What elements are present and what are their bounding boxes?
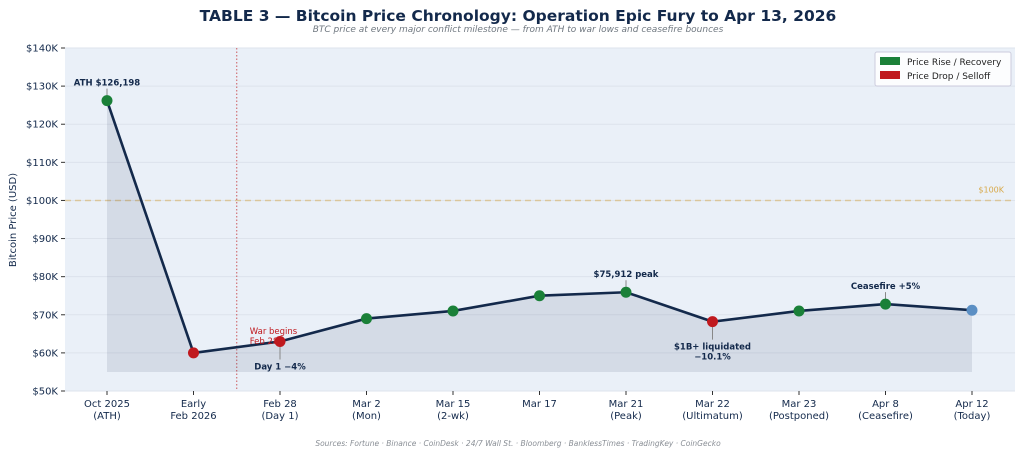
legend-label-rise: Price Rise / Recovery	[907, 58, 1002, 68]
legend-swatch-drop	[880, 71, 900, 79]
x-tick-label: (Postponed)	[769, 411, 829, 422]
x-tick-label: (Day 1)	[261, 411, 298, 422]
x-tick-label: Mar 15	[436, 399, 471, 410]
x-tick-label: Feb 28	[263, 399, 297, 410]
x-tick-label: Oct 2025	[84, 399, 130, 410]
legend: Price Rise / Recovery Price Drop / Sello…	[874, 51, 1012, 87]
y-tick-label: $100K	[26, 196, 58, 207]
y-tick-label: $140K	[26, 44, 58, 55]
data-point-drop	[707, 316, 718, 328]
annotation-label: Day 1 −4%	[254, 362, 306, 372]
plot-area	[65, 48, 1015, 391]
price-area-fill	[107, 100, 972, 372]
data-point-drop	[274, 335, 286, 347]
y-tick-label: $120K	[26, 120, 58, 131]
chart-title: TABLE 3 — Bitcoin Price Chronology: Oper…	[200, 7, 837, 25]
reference-line-label: $100K	[978, 185, 1004, 194]
data-point-rise	[447, 305, 459, 317]
data-point-today	[966, 304, 978, 316]
y-tick-label: $70K	[32, 310, 58, 321]
x-tick-label: Apr 8	[872, 399, 899, 410]
event-label-line1: War begins	[250, 327, 298, 337]
annotation-label: $75,912 peak	[594, 270, 659, 280]
x-tick-label: (ATH)	[93, 411, 121, 422]
y-axis-label: Bitcoin Price (USD)	[8, 173, 19, 267]
x-tick-label: (Mon)	[352, 411, 381, 422]
x-tick-label: Mar 17	[522, 399, 557, 410]
annotation-label: ATH $126,198	[74, 79, 141, 89]
x-tick-label: Feb 2026	[170, 411, 216, 422]
sources-footer: Sources: Fortune · Binance · CoinDesk · …	[315, 439, 721, 448]
data-point-rise	[101, 95, 113, 107]
x-tick-label: (Today)	[954, 411, 991, 422]
annotation-label: −10.1%	[694, 353, 731, 363]
y-tick-label: $130K	[26, 82, 58, 93]
x-tick-label: Mar 21	[609, 399, 644, 410]
x-tick-label: Early	[181, 399, 206, 410]
y-tick-label: $110K	[26, 158, 58, 169]
y-tick-label: $50K	[32, 387, 58, 398]
x-tick-label: Mar 22	[695, 399, 730, 410]
annotation-label: Ceasefire +5%	[851, 282, 921, 292]
data-point-rise	[620, 286, 632, 298]
annotation-label: $1B+ liquidated	[674, 343, 751, 353]
x-tick-label: Apr 12	[955, 399, 988, 410]
x-tick-label: (2-wk)	[437, 411, 469, 422]
y-tick-label: $80K	[32, 272, 58, 283]
data-point-rise	[793, 305, 805, 317]
legend-label-drop: Price Drop / Selloff	[907, 72, 991, 82]
y-tick-label: $90K	[32, 234, 58, 245]
legend-swatch-rise	[880, 57, 900, 65]
y-tick-label: $60K	[32, 348, 58, 359]
event-label-line2: Feb 28	[250, 337, 279, 347]
x-tick-label: Mar 2	[352, 399, 380, 410]
data-point-drop	[188, 347, 199, 359]
x-tick-label: Mar 23	[782, 399, 817, 410]
data-point-rise	[534, 290, 545, 302]
data-point-rise	[880, 298, 891, 310]
chart-subtitle: BTC price at every major conflict milest…	[313, 25, 724, 35]
x-tick-label: (Ultimatum)	[682, 411, 743, 422]
x-tick-label: (Peak)	[610, 411, 642, 422]
x-tick-label: (Ceasefire)	[858, 411, 913, 422]
data-point-rise	[361, 313, 372, 325]
